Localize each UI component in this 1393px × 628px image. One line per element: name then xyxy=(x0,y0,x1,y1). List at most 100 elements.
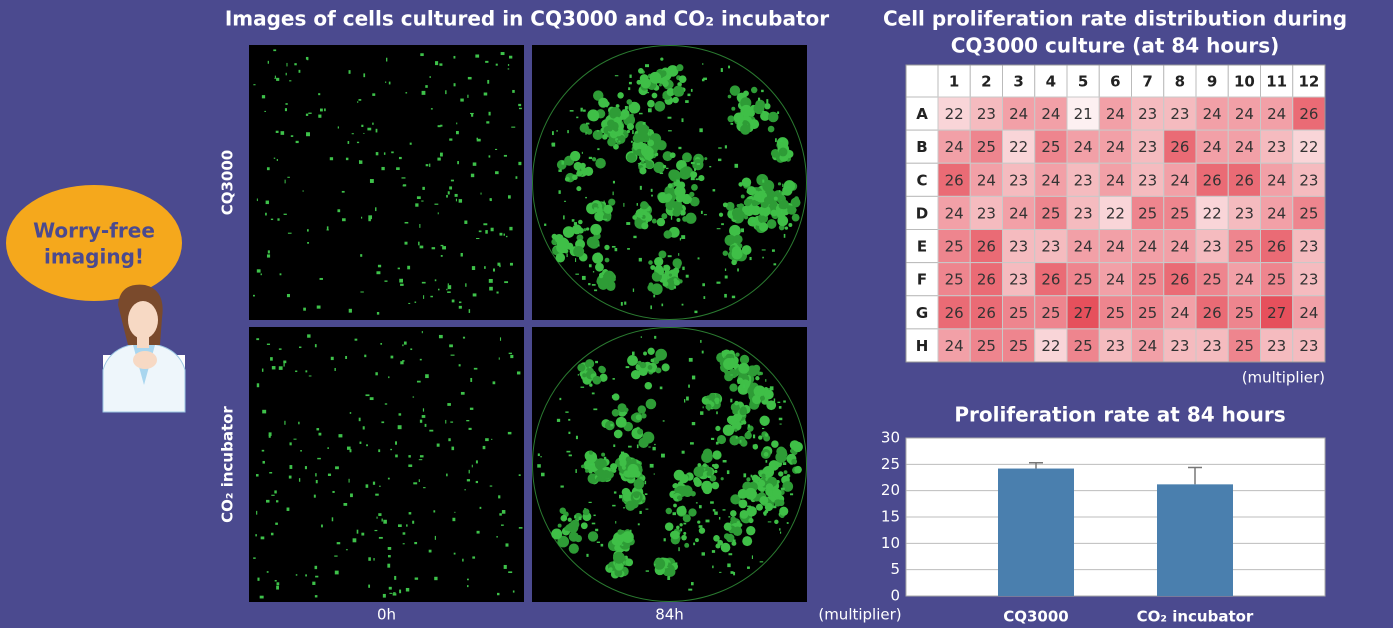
cell-dot xyxy=(642,160,646,162)
column-header: 4 xyxy=(1046,73,1056,91)
cell-blob xyxy=(670,152,676,158)
cell-dot xyxy=(713,189,716,191)
cell-dot xyxy=(289,465,292,469)
cell-dot xyxy=(730,571,733,574)
cell-blob xyxy=(764,470,768,474)
cell-dot xyxy=(469,309,470,313)
cell-dot xyxy=(467,95,468,98)
cell-dot xyxy=(388,478,390,480)
cell-blob xyxy=(728,95,732,99)
cell-blob xyxy=(787,206,796,215)
cell-dot xyxy=(296,141,299,143)
cell-blob xyxy=(673,208,681,216)
cell-value: 26 xyxy=(1170,271,1189,289)
cell-dot xyxy=(589,157,592,159)
cell-dot xyxy=(681,235,685,239)
cell-dot xyxy=(449,344,453,347)
cell-dot xyxy=(434,577,437,580)
cell-dot xyxy=(552,131,554,135)
cell-blob xyxy=(639,167,646,174)
cell-dot xyxy=(628,87,630,90)
cell-dot xyxy=(360,291,363,292)
cell-dot xyxy=(413,482,417,484)
cell-dot xyxy=(294,439,297,440)
cell-dot xyxy=(450,421,453,422)
cell-dot xyxy=(423,408,424,411)
cell-dot xyxy=(256,474,259,476)
cell-dot xyxy=(491,228,494,232)
cell-dot xyxy=(650,464,654,468)
scientist-icon xyxy=(103,285,185,412)
cell-dot xyxy=(372,93,375,96)
cell-dot xyxy=(716,411,718,414)
cell-dot xyxy=(264,111,266,112)
cell-dot xyxy=(425,374,429,378)
cell-dot xyxy=(775,138,777,142)
column-header: 7 xyxy=(1142,73,1152,91)
cell-blob xyxy=(598,366,605,373)
cell-blob xyxy=(695,538,699,542)
cell-dot xyxy=(645,481,647,484)
cell-dot xyxy=(288,233,292,234)
cell-dot xyxy=(420,420,422,423)
cell-blob xyxy=(742,177,751,186)
cell-value: 23 xyxy=(1009,238,1028,256)
cell-dot xyxy=(612,395,615,398)
cell-dot xyxy=(762,428,764,429)
cell-dot xyxy=(716,442,719,445)
cell-dot xyxy=(327,226,329,230)
cell-blob xyxy=(680,506,686,512)
cell-value: 25 xyxy=(1203,271,1222,289)
cell-dot xyxy=(307,334,310,337)
cell-value: 24 xyxy=(1106,138,1125,156)
cell-blob xyxy=(760,396,765,401)
cell-blob xyxy=(617,529,623,535)
x-tick-label: CO₂ incubator xyxy=(1137,608,1254,626)
cell-dot xyxy=(699,128,702,132)
cell-blob xyxy=(660,57,663,60)
cell-dot xyxy=(567,253,568,257)
cell-value: 25 xyxy=(1041,204,1060,222)
cell-dot xyxy=(422,415,426,418)
cell-value: 23 xyxy=(1299,171,1318,189)
cell-dot xyxy=(434,204,438,205)
cell-dot xyxy=(343,503,347,506)
cell-blob xyxy=(737,414,742,419)
cell-dot xyxy=(517,371,520,374)
cell-dot xyxy=(485,438,489,441)
cell-dot xyxy=(711,438,714,440)
cell-blob xyxy=(636,414,642,420)
cell-blob xyxy=(742,206,749,213)
cell-dot xyxy=(733,539,736,541)
cell-dot xyxy=(647,92,649,93)
cell-blob xyxy=(577,364,585,372)
cell-dot xyxy=(452,300,455,303)
heatmap-title: Cell proliferation rate distribution dur… xyxy=(883,7,1347,31)
cell-blob xyxy=(565,177,570,182)
cell-dot xyxy=(779,190,780,192)
cell-value: 24 xyxy=(945,138,964,156)
cell-blob xyxy=(767,219,777,229)
cell-value: 25 xyxy=(1170,204,1189,222)
cell-dot xyxy=(422,91,426,95)
cell-value: 24 xyxy=(945,337,964,355)
cell-dot xyxy=(302,190,303,191)
cell-blob xyxy=(632,215,637,220)
cell-dot xyxy=(563,215,565,219)
cell-dot xyxy=(429,76,431,78)
column-header: 1 xyxy=(949,73,959,91)
cell-dot xyxy=(765,460,767,463)
cell-dot xyxy=(283,361,286,364)
cell-blob xyxy=(648,365,653,370)
cell-dot xyxy=(464,221,467,224)
cell-dot xyxy=(327,447,329,449)
cell-dot xyxy=(266,201,269,205)
cell-dot xyxy=(459,306,462,309)
cell-dot xyxy=(373,558,374,561)
cell-dot xyxy=(390,449,392,450)
cell-dot xyxy=(508,432,512,434)
cell-blob xyxy=(709,393,716,400)
cell-dot xyxy=(508,571,512,573)
cell-dot xyxy=(681,213,684,216)
cell-dot xyxy=(682,267,684,270)
